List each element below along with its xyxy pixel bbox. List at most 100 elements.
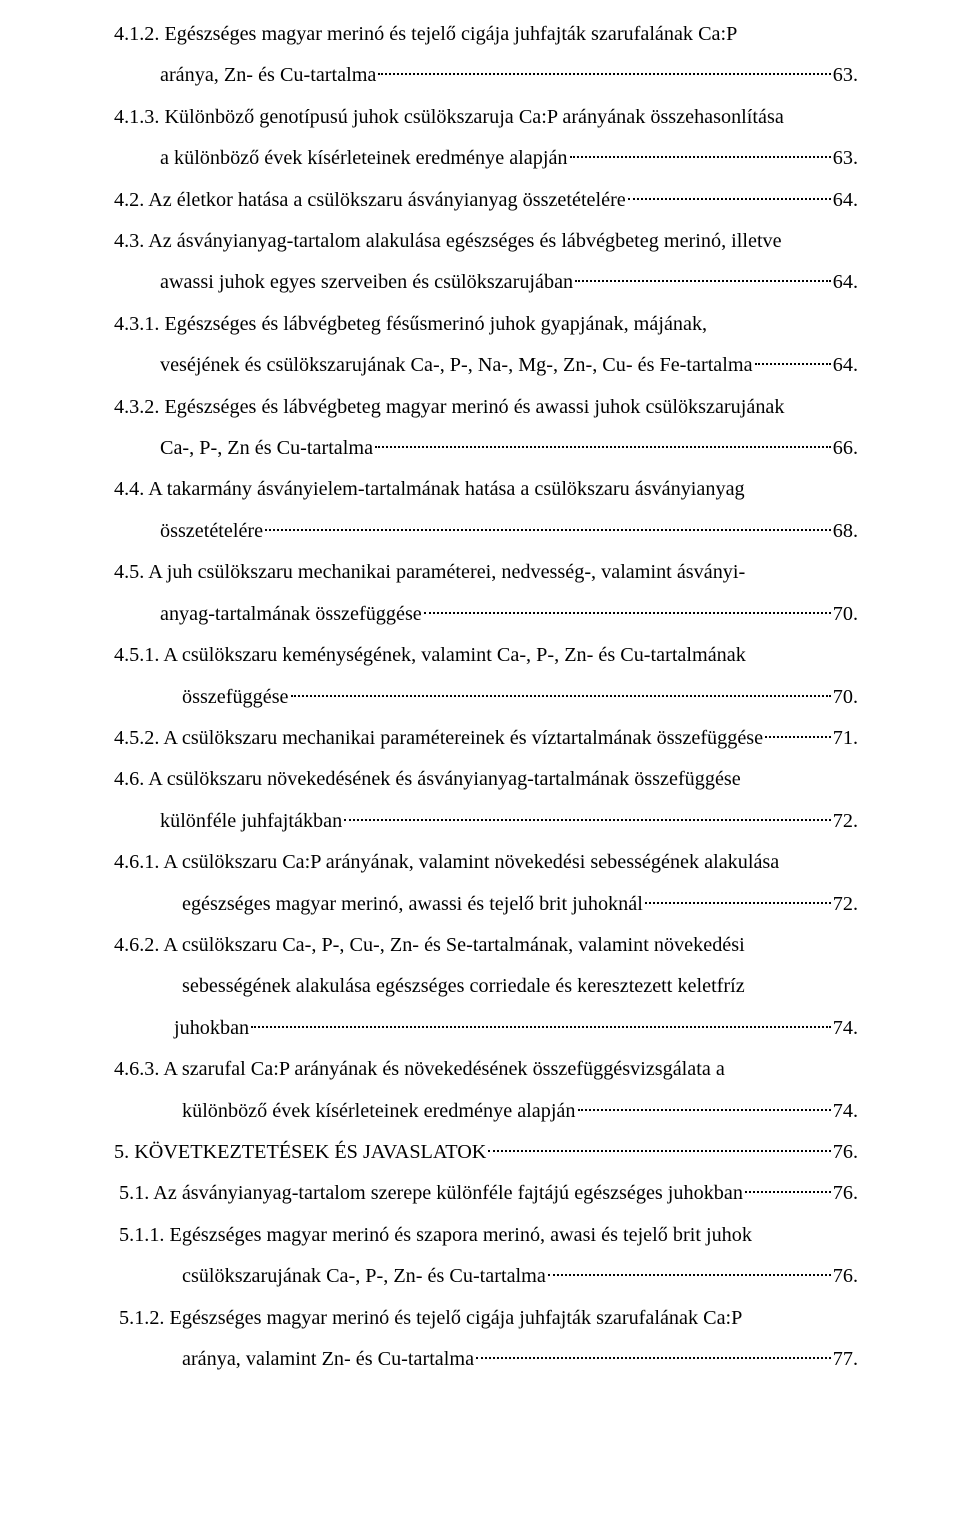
toc-entry-text: 4.3.2. Egészséges és lábvégbeteg magyar … xyxy=(114,387,784,428)
toc-entry-text: 4.2. Az életkor hatása a csülökszaru ásv… xyxy=(114,180,626,221)
toc-entry-text: Ca-, P-, Zn és Cu-tartalma xyxy=(160,428,373,469)
toc-leader xyxy=(548,1274,831,1276)
toc-leader xyxy=(424,612,831,614)
toc-line: 4.5.1. A csülökszaru keménységének, vala… xyxy=(114,635,858,676)
toc-entry-text: 4.3. Az ásványianyag-tartalom alakulása … xyxy=(114,221,782,262)
toc-line: 4.5. A juh csülökszaru mechanikai paramé… xyxy=(114,552,858,593)
toc-entry-text: 4.6. A csülökszaru növekedésének és ásvá… xyxy=(114,759,741,800)
toc-entry-text: 4.6.3. A szarufal Ca:P arányának és növe… xyxy=(114,1049,725,1090)
toc-page-number: 77. xyxy=(833,1339,858,1380)
toc-line: anyag-tartalmának összefüggése 70. xyxy=(114,594,858,635)
toc-leader xyxy=(251,1026,831,1028)
toc-line: awassi juhok egyes szerveiben és csülöks… xyxy=(114,262,858,303)
toc-entry-text: 4.5. A juh csülökszaru mechanikai paramé… xyxy=(114,552,745,593)
toc-line: 5. KÖVETKEZTETÉSEK ÉS JAVASLATOK 76. xyxy=(114,1132,858,1173)
toc-entry-text: 5.1.1. Egészséges magyar merinó és szapo… xyxy=(114,1215,752,1256)
toc-leader xyxy=(628,198,831,200)
toc-entry-text: aránya, valamint Zn- és Cu-tartalma xyxy=(182,1339,474,1380)
toc-page-number: 66. xyxy=(833,428,858,469)
toc-line: 4.6.3. A szarufal Ca:P arányának és növe… xyxy=(114,1049,858,1090)
toc-leader xyxy=(265,529,831,531)
toc-line: 5.1.1. Egészséges magyar merinó és szapo… xyxy=(114,1215,858,1256)
toc-line: Ca-, P-, Zn és Cu-tartalma 66. xyxy=(114,428,858,469)
toc-entry-text: 4.1.3. Különböző genotípusú juhok csülök… xyxy=(114,97,784,138)
toc-leader xyxy=(645,902,831,904)
toc-line: 4.3. Az ásványianyag-tartalom alakulása … xyxy=(114,221,858,262)
toc-entry-text: 5.1. Az ásványianyag-tartalom szerepe kü… xyxy=(114,1173,743,1214)
toc-entry-text: aránya, Zn- és Cu-tartalma xyxy=(160,55,376,96)
toc-entry-text: veséjének és csülökszarujának Ca-, P-, N… xyxy=(160,345,753,386)
toc-page-number: 76. xyxy=(833,1256,858,1297)
toc-line: összetételére 68. xyxy=(114,511,858,552)
toc-leader xyxy=(378,73,830,75)
toc-page-number: 72. xyxy=(833,801,858,842)
toc-entry-text: összefüggése xyxy=(182,677,289,718)
table-of-contents: 4.1.2. Egészséges magyar merinó és tejel… xyxy=(114,14,858,1380)
toc-entry-text: egészséges magyar merinó, awassi és teje… xyxy=(182,884,643,925)
toc-entry-text: 5. KÖVETKEZTETÉSEK ÉS JAVASLATOK xyxy=(114,1132,486,1173)
toc-entry-text: 4.3.1. Egészséges és lábvégbeteg fésűsme… xyxy=(114,304,707,345)
toc-line: 4.6.2. A csülökszaru Ca-, P-, Cu-, Zn- é… xyxy=(114,925,858,966)
toc-leader xyxy=(578,1109,831,1111)
toc-line: különböző évek kísérleteinek eredménye a… xyxy=(114,1091,858,1132)
toc-line: 4.5.2. A csülökszaru mechanikai paraméte… xyxy=(114,718,858,759)
toc-line: 5.1.2. Egészséges magyar merinó és tejel… xyxy=(114,1298,858,1339)
toc-entry-text: awassi juhok egyes szerveiben és csülöks… xyxy=(160,262,573,303)
toc-leader xyxy=(570,156,831,158)
toc-line: aránya, valamint Zn- és Cu-tartalma 77. xyxy=(114,1339,858,1380)
toc-page-number: 72. xyxy=(833,884,858,925)
toc-entry-text: 4.4. A takarmány ásványielem-tartalmának… xyxy=(114,469,745,510)
toc-line: különféle juhfajtákban 72. xyxy=(114,801,858,842)
toc-line: sebességének alakulása egészséges corrie… xyxy=(114,966,858,1007)
toc-entry-text: 4.6.2. A csülökszaru Ca-, P-, Cu-, Zn- é… xyxy=(114,925,745,966)
toc-page-number: 76. xyxy=(833,1173,858,1214)
toc-leader xyxy=(476,1357,831,1359)
toc-line: 4.1.2. Egészséges magyar merinó és tejel… xyxy=(114,14,858,55)
toc-page-number: 63. xyxy=(833,55,858,96)
toc-line: 4.4. A takarmány ásványielem-tartalmának… xyxy=(114,469,858,510)
toc-line: veséjének és csülökszarujának Ca-, P-, N… xyxy=(114,345,858,386)
toc-entry-text: 4.5.1. A csülökszaru keménységének, vala… xyxy=(114,635,746,676)
toc-leader xyxy=(755,363,831,365)
toc-entry-text: különböző évek kísérleteinek eredménye a… xyxy=(182,1091,576,1132)
toc-page-number: 76. xyxy=(833,1132,858,1173)
toc-line: összefüggése 70. xyxy=(114,677,858,718)
toc-page-number: 74. xyxy=(833,1091,858,1132)
toc-page-number: 74. xyxy=(833,1008,858,1049)
toc-page-number: 70. xyxy=(833,677,858,718)
toc-line: 4.3.2. Egészséges és lábvégbeteg magyar … xyxy=(114,387,858,428)
toc-page-number: 68. xyxy=(833,511,858,552)
toc-entry-text: összetételére xyxy=(160,511,263,552)
toc-line: a különböző évek kísérleteinek eredménye… xyxy=(114,138,858,179)
toc-leader xyxy=(575,280,831,282)
toc-line: 4.3.1. Egészséges és lábvégbeteg fésűsme… xyxy=(114,304,858,345)
toc-page-number: 64. xyxy=(833,262,858,303)
toc-leader xyxy=(765,736,831,738)
toc-line: 4.6.1. A csülökszaru Ca:P arányának, val… xyxy=(114,842,858,883)
toc-leader xyxy=(291,695,831,697)
toc-leader xyxy=(745,1191,831,1193)
toc-entry-text: különféle juhfajtákban xyxy=(160,801,342,842)
toc-line: 4.6. A csülökszaru növekedésének és ásvá… xyxy=(114,759,858,800)
toc-line: egészséges magyar merinó, awassi és teje… xyxy=(114,884,858,925)
toc-entry-text: anyag-tartalmának összefüggése xyxy=(160,594,422,635)
toc-entry-text: 4.6.1. A csülökszaru Ca:P arányának, val… xyxy=(114,842,779,883)
toc-page-number: 64. xyxy=(833,345,858,386)
toc-line: juhokban74. xyxy=(114,1008,858,1049)
toc-entry-text: csülökszarujának Ca-, P-, Zn- és Cu-tart… xyxy=(182,1256,546,1297)
toc-leader xyxy=(375,446,831,448)
toc-page-number: 71. xyxy=(833,718,858,759)
toc-line: 4.1.3. Különböző genotípusú juhok csülök… xyxy=(114,97,858,138)
toc-page-number: 70. xyxy=(833,594,858,635)
toc-line: 5.1. Az ásványianyag-tartalom szerepe kü… xyxy=(114,1173,858,1214)
toc-leader xyxy=(344,819,831,821)
toc-line: aránya, Zn- és Cu-tartalma 63. xyxy=(114,55,858,96)
toc-entry-text: a különböző évek kísérleteinek eredménye… xyxy=(160,138,568,179)
document-page: 4.1.2. Egészséges magyar merinó és tejel… xyxy=(0,0,960,1525)
toc-entry-text: 5.1.2. Egészséges magyar merinó és tejel… xyxy=(114,1298,742,1339)
toc-line: 4.2. Az életkor hatása a csülökszaru ásv… xyxy=(114,180,858,221)
toc-line: csülökszarujának Ca-, P-, Zn- és Cu-tart… xyxy=(114,1256,858,1297)
toc-entry-text: 4.5.2. A csülökszaru mechanikai paraméte… xyxy=(114,718,763,759)
toc-leader xyxy=(488,1150,830,1152)
toc-page-number: 64. xyxy=(833,180,858,221)
